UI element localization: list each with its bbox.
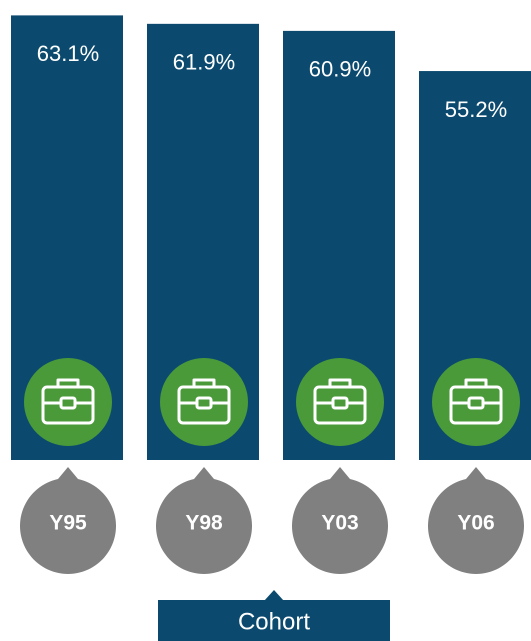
briefcase-clasp: [195, 396, 213, 410]
x-label-pointer: [264, 590, 284, 601]
briefcase-body: [177, 385, 231, 425]
x-label-box: [158, 600, 390, 641]
category-badge: [20, 467, 117, 574]
x-tick-label: Y95: [49, 512, 87, 535]
icon-circle: [296, 358, 384, 446]
briefcase-body: [313, 385, 367, 425]
briefcase-handle: [56, 378, 80, 387]
briefcase-body: [41, 385, 95, 425]
x-tick-label: Y06: [457, 512, 494, 535]
category-badge: [427, 467, 525, 574]
briefcase-icon: [177, 378, 231, 425]
x-tick-label: Y03: [321, 512, 358, 535]
briefcase-clasp: [59, 396, 77, 410]
icon-circle: [160, 358, 248, 446]
category-badge: [156, 467, 252, 574]
briefcase-icon: [449, 378, 503, 425]
x-tick-label: Y98: [185, 512, 223, 535]
category-badge: [292, 467, 389, 574]
briefcase-handle: [328, 378, 352, 387]
value-label: 55.2%: [445, 97, 507, 122]
briefcase-handle: [464, 378, 488, 387]
value-label: 61.9%: [173, 50, 235, 75]
icon-circle: [24, 358, 112, 446]
value-label: 60.9%: [309, 57, 371, 82]
x-axis-label: Cohort: [238, 608, 310, 635]
briefcase-body: [449, 385, 503, 425]
briefcase-handle: [192, 378, 216, 387]
briefcase-icon: [41, 378, 95, 425]
value-label: 63.1%: [37, 41, 99, 66]
icon-circle: [432, 358, 520, 446]
briefcase-icon: [313, 378, 367, 425]
briefcase-clasp: [467, 396, 485, 410]
briefcase-clasp: [331, 396, 349, 410]
